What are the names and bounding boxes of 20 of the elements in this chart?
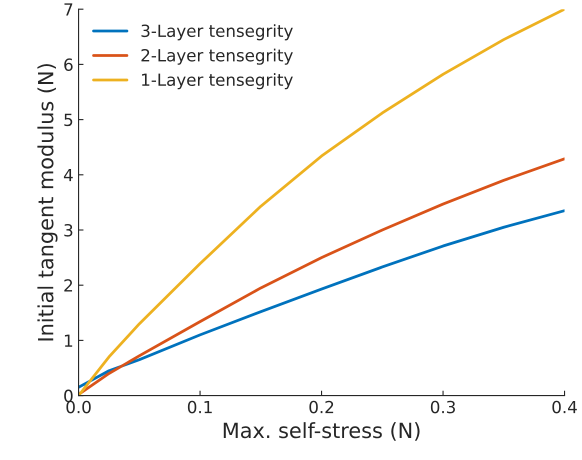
line-series [78,9,565,396]
legend-label: 1-Layer tensegrity [142,73,293,90]
x-tick-label: 0.4 [552,400,577,414]
y-tick-label: 5 [64,114,72,126]
x-tick-label: 0.0 [66,400,91,414]
y-axis-title: Initial tangent modulus (N) [37,64,58,340]
y-tick-label: 7 [64,3,72,16]
y-tick-label: 0 [64,390,73,402]
x-axis-title: Max. self-stress (N) [224,422,420,441]
y-tick-label: 6 [64,58,73,71]
y-tick-label: 3 [64,224,72,237]
y-tick-label: 1 [64,334,72,347]
y-tick-label: 4 [64,168,73,182]
line-series [78,209,565,389]
x-tick-label: 0.2 [309,400,334,414]
x-tick-label: 0.3 [430,400,455,414]
legend-label: 3-Layer tensegrity [142,24,293,40]
y-tick-label: 2 [64,279,72,292]
x-tick-label: 0.1 [188,400,212,414]
legend-label: 2-Layer tensegrity [141,48,293,65]
